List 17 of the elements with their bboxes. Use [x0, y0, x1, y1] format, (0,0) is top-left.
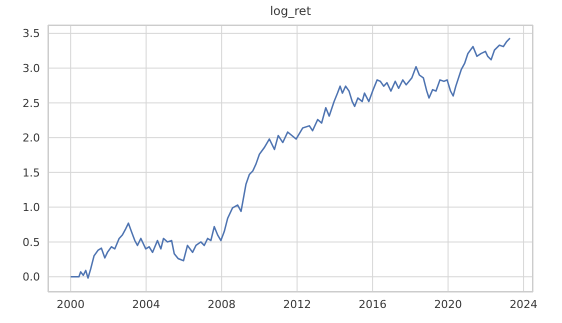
y-tick-label: 0.5	[22, 236, 40, 249]
x-tick-label: 2020	[434, 298, 462, 311]
y-tick-label: 1.0	[22, 201, 40, 214]
chart-title: log_ret	[268, 4, 312, 18]
x-tick-label: 2000	[56, 298, 85, 311]
y-tick-label: 0.0	[22, 270, 40, 284]
y-tick-label: 1.5	[22, 166, 40, 180]
x-tick-label: 2016	[358, 298, 387, 311]
x-tick-label: 2024	[510, 298, 538, 311]
x-tick-label: 2004	[132, 298, 160, 311]
line-series	[70, 37, 511, 279]
y-tick-label: 2.5	[22, 96, 40, 110]
y-tick-label: 3.5	[22, 27, 40, 40]
x-tick-label: 2008	[208, 298, 236, 311]
y-tick-label: 3.0	[22, 62, 40, 76]
y-tick-label: 2.0	[22, 132, 40, 145]
x-tick-label: 2012	[283, 298, 312, 311]
